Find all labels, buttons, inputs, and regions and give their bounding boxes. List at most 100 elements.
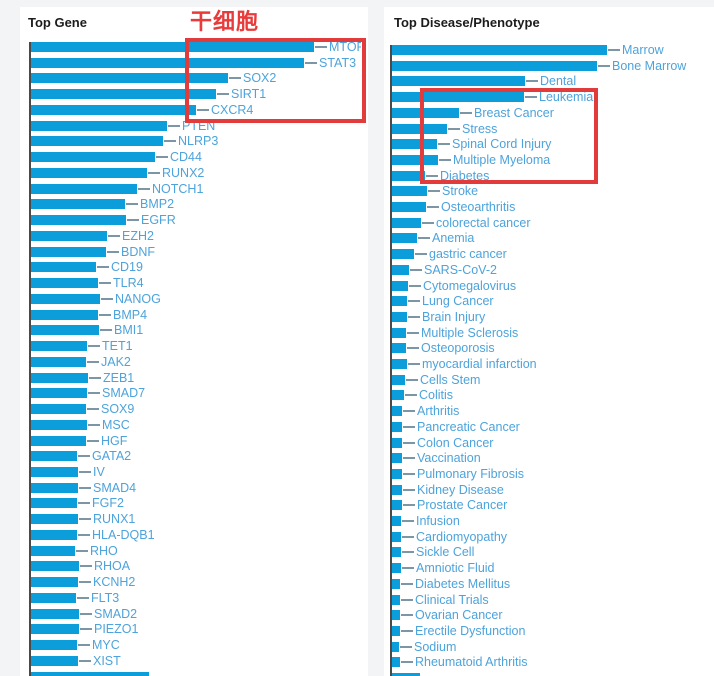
bar[interactable] (392, 154, 438, 165)
bar-label[interactable]: CD19 (111, 260, 143, 275)
bar-label[interactable]: Stroke (442, 184, 479, 199)
bar[interactable] (31, 640, 77, 651)
bar-label[interactable]: MSC (102, 417, 130, 432)
bar-label[interactable]: SOX2 (243, 71, 277, 86)
bar-label[interactable]: SARS-CoV-2 (424, 262, 497, 277)
bar[interactable] (31, 293, 100, 304)
bar[interactable] (31, 136, 163, 147)
bar[interactable] (392, 123, 447, 134)
bar[interactable] (31, 482, 78, 493)
bar[interactable] (392, 217, 421, 228)
bar[interactable] (31, 529, 77, 540)
bar-label[interactable]: Vaccination (417, 451, 481, 466)
bar-label[interactable]: Diabetes Mellitus (415, 576, 511, 591)
bar-label[interactable]: Bone Marrow (612, 58, 687, 73)
bar-label[interactable]: Osteoporosis (421, 341, 495, 356)
bar[interactable] (392, 249, 414, 260)
bar[interactable] (31, 309, 98, 320)
bar[interactable] (31, 42, 314, 52)
bar[interactable] (392, 563, 401, 574)
bar-label[interactable]: BMP2 (140, 197, 175, 212)
bar[interactable] (392, 60, 597, 71)
bar[interactable] (31, 215, 126, 226)
bar-label[interactable]: NANOG (115, 291, 161, 306)
bar[interactable] (392, 500, 402, 511)
bar-label[interactable]: BMI1 (114, 323, 144, 338)
bar-label[interactable]: MYC (92, 638, 120, 653)
bar[interactable] (392, 311, 407, 322)
bar-label[interactable]: STAT3 (319, 55, 357, 70)
bar[interactable] (31, 199, 125, 210)
bar[interactable] (392, 359, 407, 369)
bar-label[interactable]: SOX9 (101, 402, 135, 417)
bar-label[interactable]: myocardial infarction (422, 357, 537, 371)
bar-label[interactable]: FGF2 (92, 496, 124, 511)
bar-label[interactable]: CD44 (170, 150, 202, 165)
bar[interactable] (31, 592, 76, 603)
bar[interactable] (31, 230, 107, 241)
bar-label[interactable]: MTOR (329, 42, 361, 54)
bar[interactable] (392, 170, 425, 181)
bar[interactable] (31, 655, 78, 666)
bar[interactable] (31, 388, 87, 399)
bar[interactable] (392, 437, 402, 448)
bar-label[interactable]: colorectal cancer (436, 215, 531, 230)
bar[interactable] (392, 406, 402, 417)
bar[interactable] (31, 73, 228, 84)
bar-label[interactable]: HGF (101, 433, 128, 448)
bar-label[interactable]: KCNH2 (93, 575, 136, 590)
bar-label[interactable]: Erectile Dysfunction (415, 623, 526, 638)
bar-label[interactable]: ZEB1 (103, 370, 135, 385)
bar[interactable] (392, 327, 406, 338)
bar[interactable] (392, 107, 459, 118)
bar[interactable] (31, 183, 137, 194)
bar[interactable] (31, 419, 87, 430)
bar-label[interactable]: Colon Cancer (417, 435, 494, 450)
bar-label[interactable]: Pulmonary Fibrosis (417, 466, 524, 481)
bar[interactable] (392, 92, 524, 103)
bar-label[interactable]: Cardiomyopathy (416, 529, 508, 544)
bar-label[interactable]: SMAD4 (93, 480, 137, 495)
bar[interactable] (392, 641, 399, 652)
bar-label[interactable]: Spinal Cord Injury (452, 137, 552, 152)
bar-label[interactable]: Marrow (622, 45, 664, 57)
bar[interactable] (31, 514, 78, 525)
bar-label[interactable]: RUNX1 (93, 512, 136, 527)
bar-label[interactable]: Cells Stem (420, 372, 481, 387)
bar[interactable] (31, 498, 77, 509)
bar[interactable] (31, 89, 216, 100)
bar-label[interactable]: NOTCH1 (152, 181, 204, 196)
bar[interactable] (31, 451, 77, 462)
bar[interactable] (31, 167, 147, 178)
bar-label[interactable]: Stress (462, 121, 498, 136)
bar[interactable] (392, 453, 402, 464)
bar-label[interactable]: Brain Injury (422, 309, 486, 324)
bar[interactable] (31, 262, 96, 273)
bar-label[interactable]: EZH2 (122, 228, 154, 243)
bar[interactable] (392, 202, 426, 212)
bar[interactable] (392, 76, 525, 87)
bar-label[interactable]: Ovarian Cancer (415, 608, 503, 623)
bar-label[interactable]: Cytomegalovirus (423, 278, 517, 293)
bar[interactable] (31, 372, 88, 383)
bar-label[interactable]: HLA-DQB1 (92, 527, 155, 542)
bar-label[interactable]: TET1 (102, 339, 133, 354)
bar-label[interactable]: Pancreatic Cancer (417, 419, 520, 434)
bar[interactable] (392, 374, 405, 385)
bar-label[interactable]: XIST (93, 653, 121, 668)
bar-label[interactable]: BMP4 (113, 307, 148, 322)
bar-label[interactable]: IV (93, 464, 105, 479)
bar[interactable] (31, 671, 149, 676)
bar[interactable] (31, 325, 99, 336)
bar-label[interactable]: CXCR4 (211, 102, 254, 117)
bar-label[interactable]: Kidney Disease (417, 482, 504, 497)
bar[interactable] (392, 484, 402, 495)
bar-label[interactable]: Lung Cancer (422, 294, 494, 309)
bar-label[interactable]: SMAD2 (94, 606, 138, 621)
bar-label[interactable]: Osteoarthritis (441, 200, 516, 214)
bar[interactable] (31, 278, 98, 289)
bar[interactable] (392, 45, 607, 55)
bar[interactable] (392, 578, 400, 589)
bar-label[interactable]: EGFR (141, 213, 176, 228)
bar-label[interactable]: Multiple Sclerosis (421, 325, 519, 340)
